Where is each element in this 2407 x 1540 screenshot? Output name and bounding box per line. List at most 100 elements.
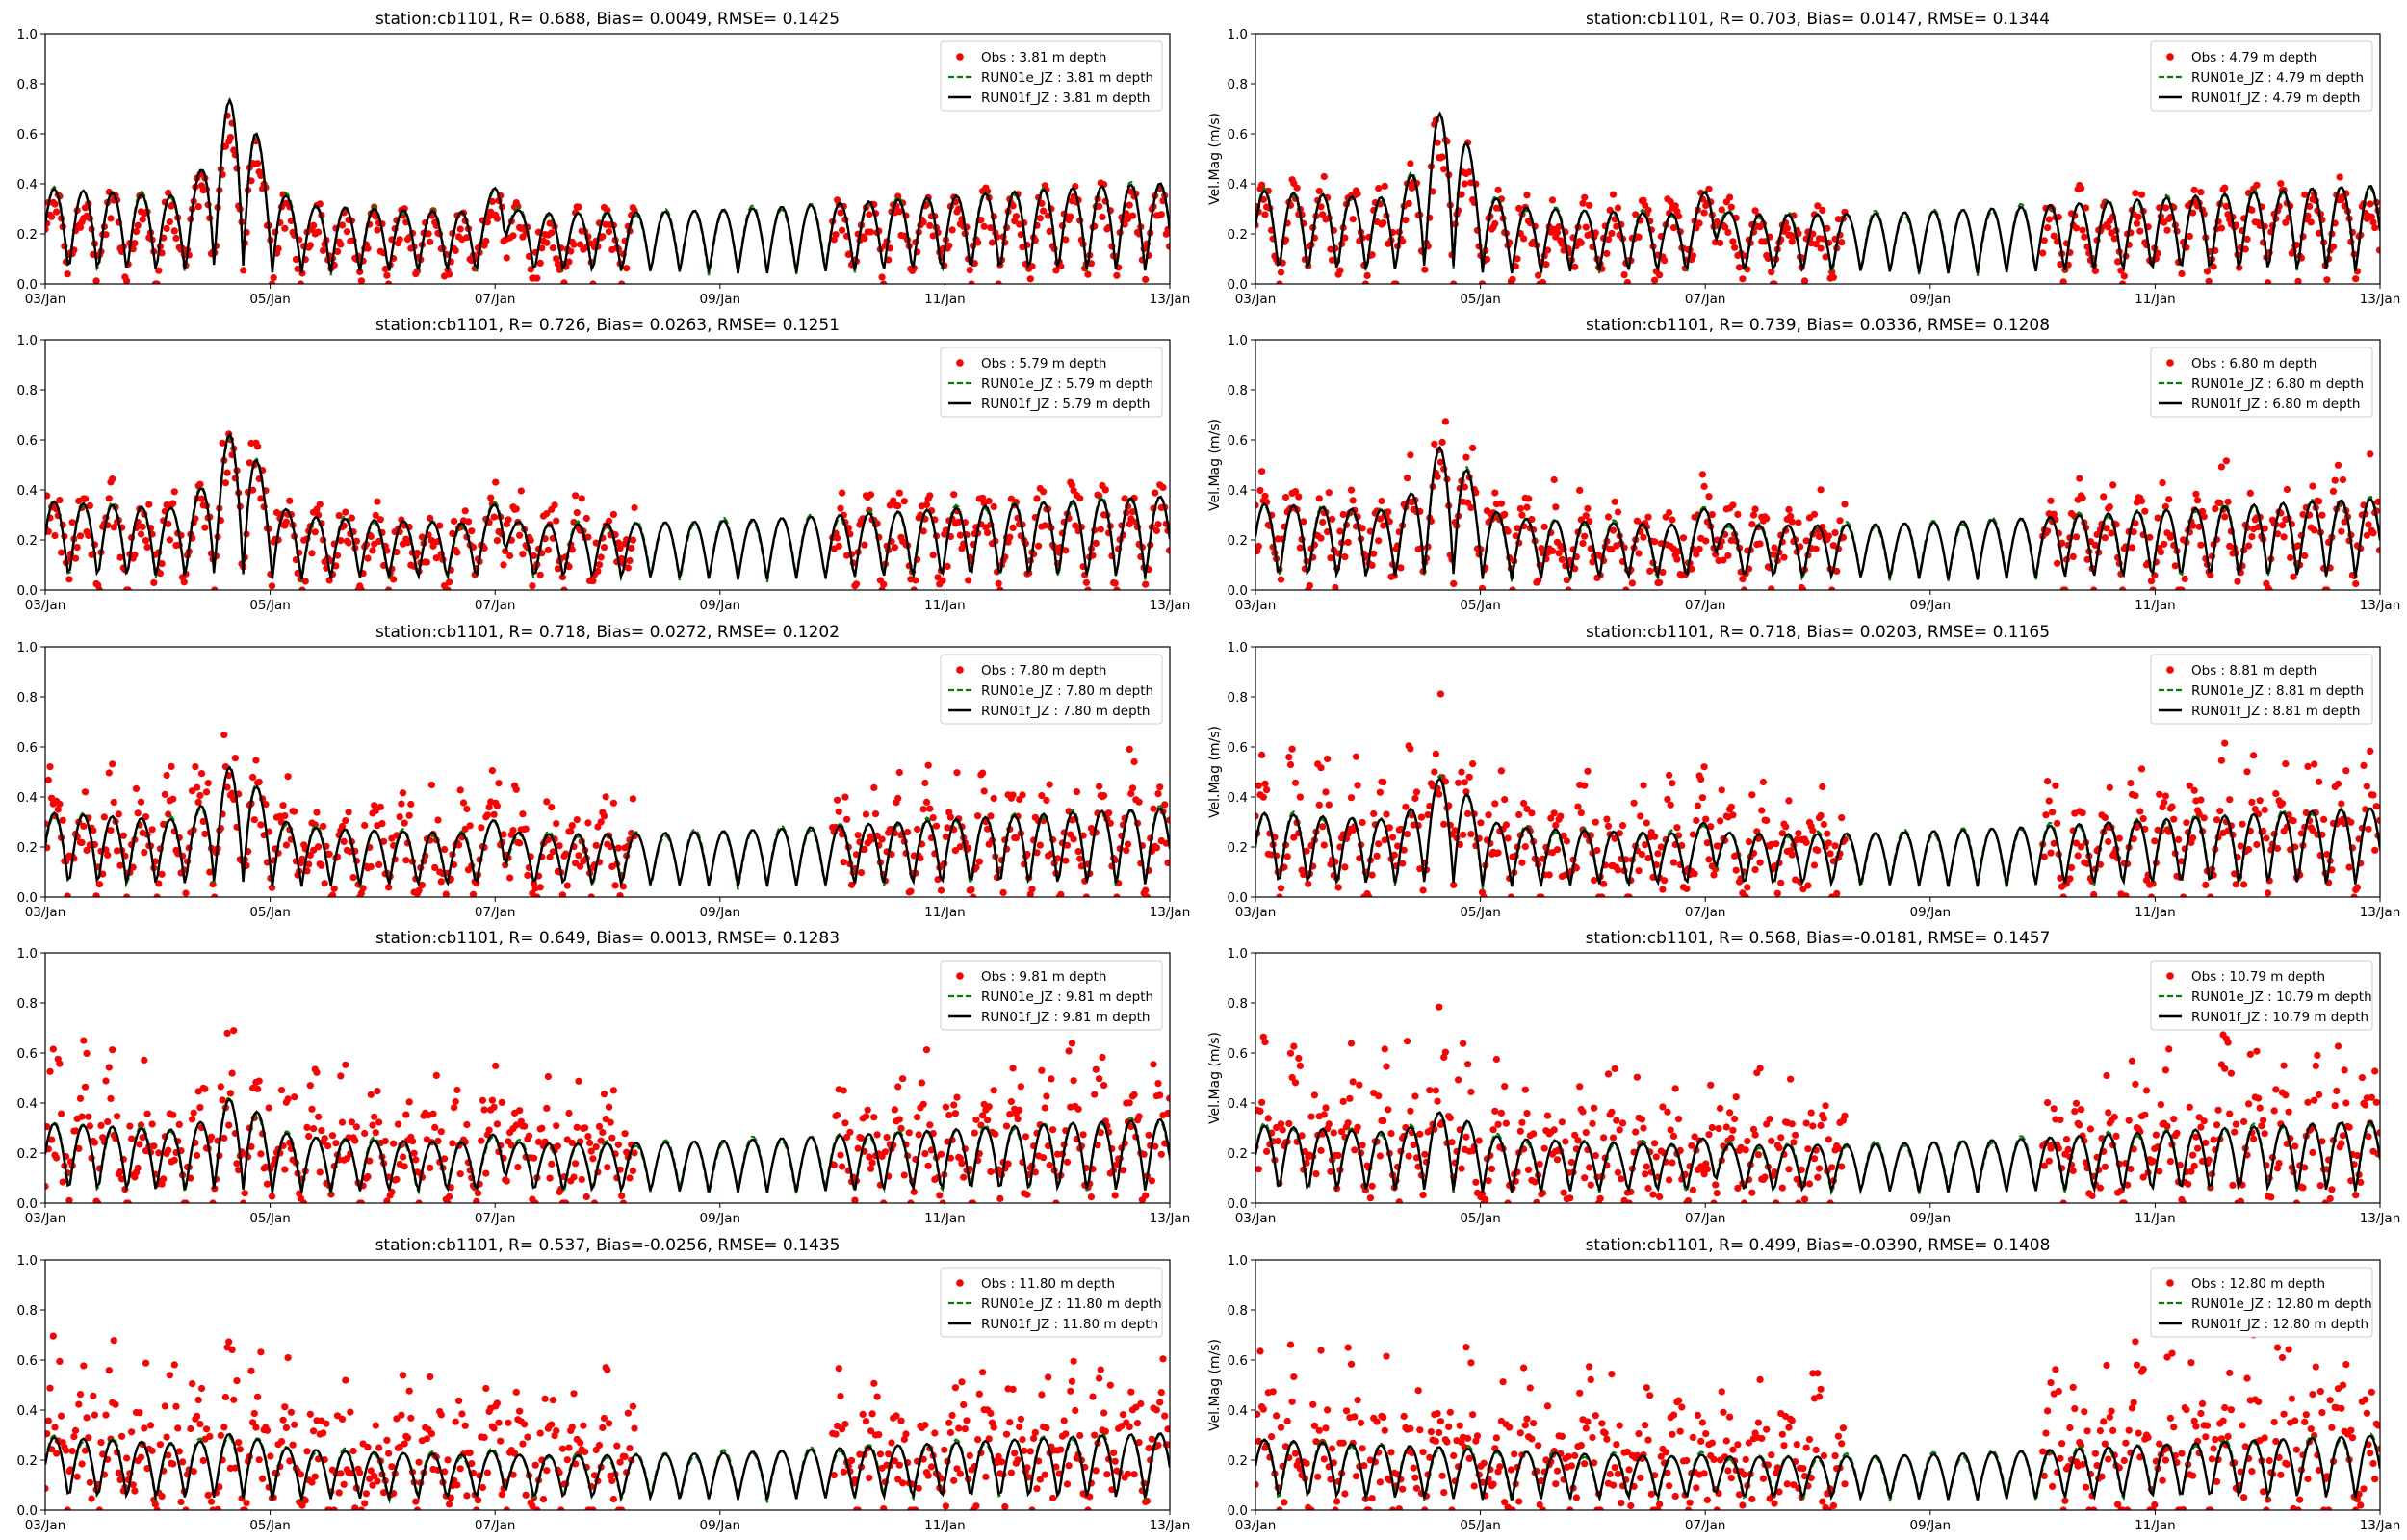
obs-point bbox=[2156, 1168, 2163, 1175]
obs-point bbox=[1150, 1061, 1157, 1068]
obs-point bbox=[1691, 870, 1698, 878]
obs-point bbox=[905, 1129, 913, 1137]
obs-point bbox=[330, 885, 338, 892]
obs-point bbox=[143, 543, 151, 552]
obs-point bbox=[1365, 893, 1373, 897]
obs-point bbox=[1664, 1108, 1671, 1116]
obs-point bbox=[2189, 1151, 2197, 1159]
obs-point bbox=[427, 238, 434, 245]
obs-point bbox=[516, 531, 524, 539]
y-axis-label: Vel.Mag (m/s) bbox=[1207, 1032, 1223, 1124]
obs-point bbox=[937, 1150, 945, 1158]
obs-point bbox=[1334, 884, 1342, 891]
obs-point bbox=[1731, 244, 1739, 251]
obs-point bbox=[298, 586, 306, 590]
obs-point bbox=[1467, 1088, 1475, 1096]
obs-point bbox=[1611, 1065, 1618, 1072]
obs-point bbox=[512, 505, 520, 513]
obs-point bbox=[1814, 1173, 1822, 1181]
obs-point bbox=[2103, 525, 2110, 532]
obs-point bbox=[551, 501, 558, 509]
obs-point bbox=[895, 489, 903, 497]
obs-point bbox=[148, 1120, 156, 1128]
obs-point bbox=[584, 819, 592, 827]
obs-point bbox=[2137, 765, 2146, 773]
obs-point bbox=[220, 731, 228, 739]
obs-point bbox=[306, 851, 314, 860]
obs-point bbox=[2231, 1128, 2239, 1136]
obs-point bbox=[854, 832, 862, 839]
obs-point bbox=[945, 1111, 953, 1119]
obs-point bbox=[1515, 204, 1523, 212]
obs-point bbox=[1035, 542, 1043, 550]
obs-point bbox=[1724, 552, 1732, 559]
obs-point bbox=[1012, 834, 1020, 842]
obs-point bbox=[107, 215, 115, 222]
obs-point bbox=[1285, 1119, 1293, 1128]
obs-point bbox=[2108, 529, 2115, 537]
obs-point bbox=[582, 1193, 590, 1201]
obs-point bbox=[1824, 224, 1831, 232]
obs-point bbox=[1545, 871, 1553, 879]
obs-point bbox=[485, 1126, 493, 1134]
y-tick-label: 0.0 bbox=[17, 1503, 38, 1519]
obs-point bbox=[2245, 1100, 2253, 1108]
obs-point bbox=[380, 837, 388, 845]
obs-point bbox=[123, 277, 131, 284]
obs-point bbox=[100, 813, 108, 821]
obs-point bbox=[1354, 782, 1361, 789]
obs-point bbox=[197, 495, 206, 502]
obs-point bbox=[1461, 180, 1468, 188]
obs-point bbox=[878, 273, 886, 281]
obs-point bbox=[1633, 517, 1641, 525]
obs-point bbox=[1836, 517, 1844, 525]
obs-point bbox=[124, 586, 132, 590]
obs-point bbox=[1380, 779, 1387, 786]
obs-point bbox=[2110, 235, 2118, 243]
obs-point bbox=[2213, 816, 2221, 824]
obs-point bbox=[219, 1096, 226, 1104]
obs-point bbox=[577, 862, 584, 870]
obs-point bbox=[832, 231, 840, 239]
obs-point bbox=[1654, 850, 1662, 858]
obs-point bbox=[487, 494, 495, 501]
obs-point bbox=[1159, 483, 1167, 491]
obs-point bbox=[59, 816, 66, 824]
obs-point bbox=[1166, 243, 1170, 250]
obs-point bbox=[337, 537, 345, 545]
obs-point bbox=[2190, 1162, 2198, 1169]
obs-point bbox=[1557, 812, 1565, 820]
obs-point bbox=[153, 893, 161, 897]
obs-point bbox=[2316, 1182, 2324, 1190]
obs-point bbox=[45, 492, 51, 500]
obs-point bbox=[75, 1144, 83, 1152]
obs-point bbox=[1142, 886, 1150, 894]
obs-point bbox=[968, 280, 975, 284]
obs-point bbox=[1286, 760, 1295, 769]
y-tick-label: 0.2 bbox=[1228, 840, 1248, 856]
obs-point bbox=[573, 1123, 581, 1131]
obs-point bbox=[1547, 814, 1555, 822]
obs-point bbox=[163, 771, 170, 780]
obs-point bbox=[225, 1121, 233, 1129]
obs-point bbox=[867, 228, 875, 236]
obs-point bbox=[1783, 224, 1791, 232]
obs-point bbox=[2250, 1135, 2258, 1142]
obs-point bbox=[1676, 1146, 1684, 1154]
obs-point bbox=[1383, 1063, 1390, 1070]
x-tick-label: 11/Jan bbox=[2135, 292, 2176, 307]
obs-point bbox=[922, 798, 931, 807]
obs-point bbox=[405, 1098, 413, 1106]
legend-entry: RUN01e_JZ : 8.81 m depth bbox=[2191, 683, 2364, 699]
obs-point bbox=[223, 783, 231, 791]
obs-point bbox=[345, 808, 352, 816]
y-tick-label: 0.0 bbox=[1228, 890, 1248, 906]
obs-point bbox=[1523, 192, 1531, 199]
obs-point bbox=[1436, 1003, 1443, 1011]
obs-point bbox=[262, 801, 270, 808]
obs-point bbox=[281, 224, 289, 232]
obs-point bbox=[970, 893, 977, 897]
obs-point bbox=[1739, 275, 1747, 283]
obs-point bbox=[1431, 768, 1438, 776]
obs-point bbox=[2234, 578, 2241, 585]
